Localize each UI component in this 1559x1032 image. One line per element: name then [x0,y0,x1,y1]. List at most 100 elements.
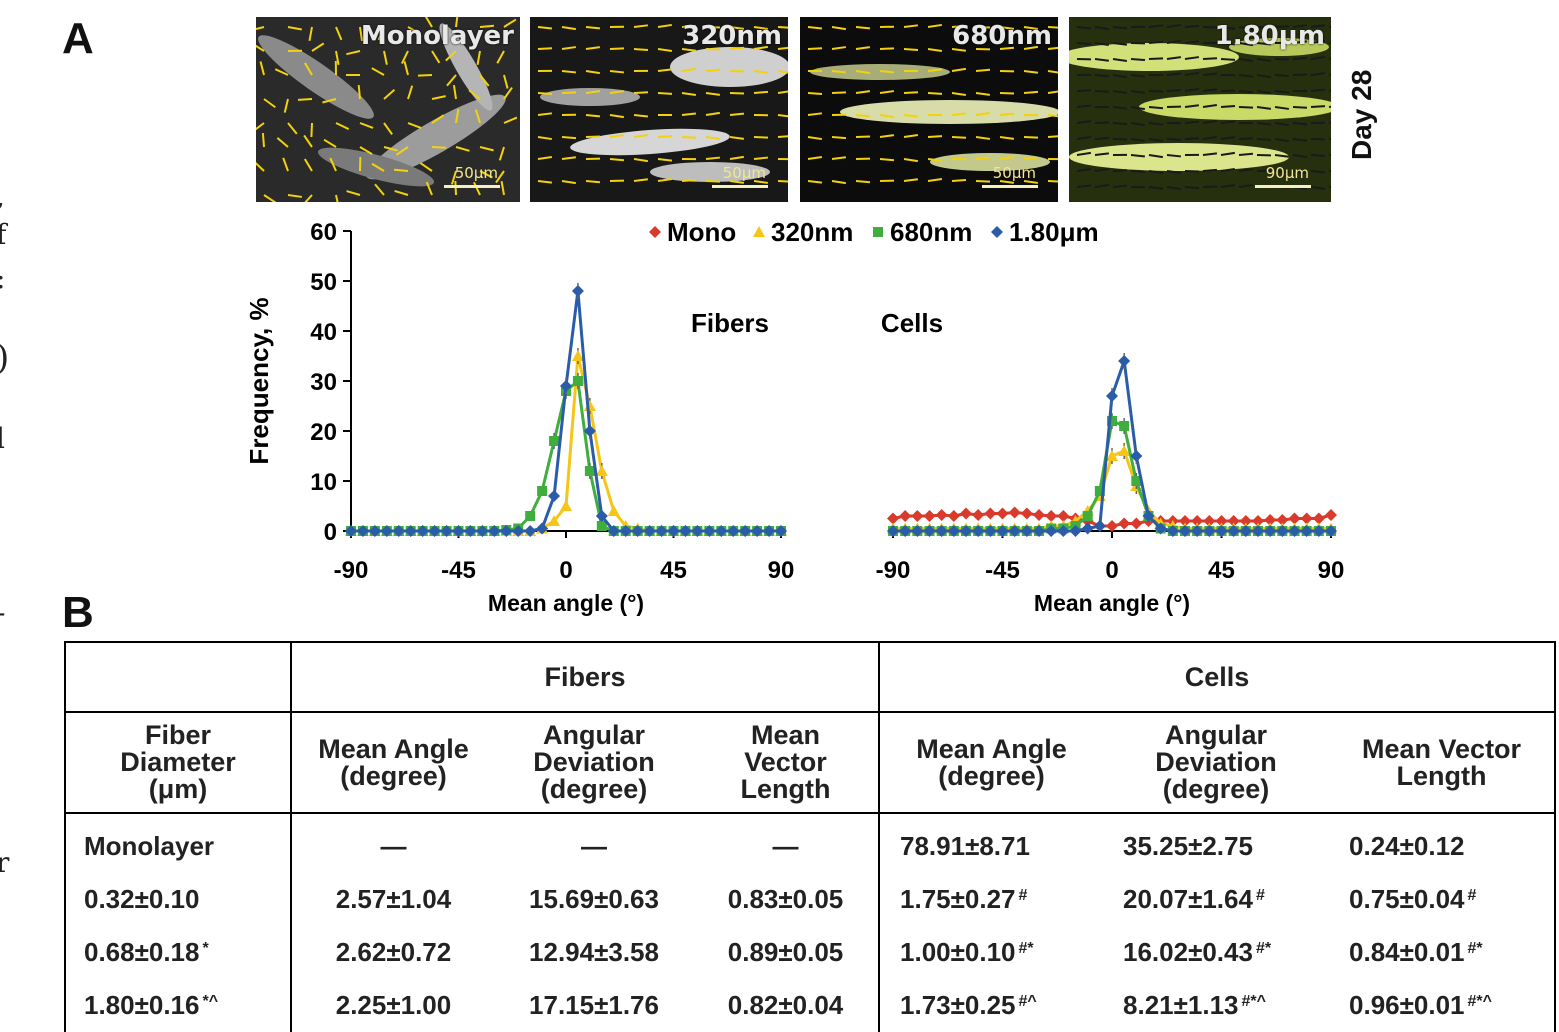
orientation-arrow [1329,26,1331,27]
micrograph-label: 320nm [682,21,782,51]
orientation-arrow [754,158,768,159]
table-cell: 0.84±0.01#* [1329,926,1555,979]
orientation-arrow [586,181,600,182]
orientation-arrow [1113,139,1127,140]
orientation-arrow [952,180,966,181]
y-tick-label: 60 [310,219,337,246]
data-point [960,508,972,520]
header-line: Deviation [1103,749,1329,776]
header-line: Vector [693,749,878,776]
cell-value: 0.68±0.18 [84,937,199,967]
orientation-arrow [952,137,966,138]
orientation-arrow [1024,92,1038,93]
data-point [584,400,596,411]
orientation-arrow [856,136,870,137]
micrograph-680nm: 680nm 50μm [800,17,1058,202]
header-line: Angular [1103,722,1329,749]
scale-bar [1255,185,1311,188]
panel-b-label: B [62,588,94,638]
cell-value: 78.91±8.71 [900,831,1030,861]
data-point [997,508,1009,520]
orientation-arrow [298,99,312,100]
legend-entry: 680nm [890,217,972,247]
y-tick-label: 40 [310,319,337,346]
orientation-arrow [634,92,648,93]
header-line: Mean Angle [880,736,1103,763]
cell-value: 15.69±0.63 [529,884,659,914]
table-cell: 0.96±0.01#*^ [1329,979,1555,1032]
table-cell: 1.75±0.27# [879,873,1103,926]
significance-marker: # [1256,887,1265,904]
micrograph-1-80um: 1.80μm 90μm [1069,17,1331,202]
orientation-arrow [1167,155,1181,156]
x-tick-label: 45 [660,557,687,584]
micrograph-label: 680nm [952,21,1052,51]
group-header-fibers: Fibers [291,642,879,712]
header-line: (degree) [1103,776,1329,803]
orientation-arrow [538,93,552,94]
orientation-arrow [1000,93,1014,94]
orientation-arrow [1113,170,1127,171]
header-line: (degree) [880,763,1103,790]
orientation-arrow [730,93,744,94]
orientation-arrow [1024,158,1038,159]
orientation-arrow [1257,139,1271,140]
data-point [911,510,923,522]
orientation-arrow [1275,59,1289,60]
cell-value: 12.94±3.58 [529,937,659,967]
table-cell: 17.15±1.76 [495,979,693,1032]
orientation-arrow [1185,138,1199,139]
orientation-arrow [538,48,552,49]
edge-text-fragment: r [0,846,9,879]
scale-bar-label: 50μm [993,164,1036,182]
cell-value: 0.84±0.01 [1349,937,1464,967]
table-cell: 1.80±0.16*^ [65,979,291,1032]
orientation-arrow [1149,107,1163,108]
table-cell: 0.83±0.05 [693,873,879,926]
orientation-arrow [1293,123,1307,124]
orientation-arrow [658,136,672,137]
data-point [753,226,765,237]
header-line: (degree) [495,776,693,803]
table-cell: 8.21±1.13#*^ [1103,979,1329,1032]
x-axis-label: Mean angle (°) [1034,590,1190,616]
data-point [972,509,984,521]
orientation-arrow [1293,107,1307,108]
data-point [572,285,584,297]
cell-value: — [381,831,407,861]
x-tick-label: 90 [1318,557,1345,584]
cell-value: — [773,831,799,861]
table-cell: — [693,813,879,873]
x-tick-label: -90 [334,557,369,584]
orientation-arrow [359,85,360,99]
y-tick-label: 0 [324,519,337,546]
data-point [936,509,948,521]
data-point [1009,507,1021,519]
x-tick-label: -45 [441,557,476,584]
significance-marker: #* [1256,940,1271,957]
orientation-arrow [586,115,600,116]
scale-bar-label: 50μm [723,164,766,182]
x-tick-label: 45 [1208,557,1235,584]
data-point [537,486,547,496]
orientation-arrow [1167,139,1181,140]
significance-marker: #* [1019,940,1034,957]
group-header-cells: Cells [879,642,1555,712]
panel-title: Fibers [691,308,769,338]
data-point [573,376,583,386]
table-cell: 16.02±0.43#* [1103,926,1329,979]
significance-marker: # [1468,887,1477,904]
header-line: Length [693,776,878,803]
table-cell: 2.25±1.00 [291,979,495,1032]
y-tick-label: 20 [310,419,337,446]
orientation-arrow [1275,75,1289,76]
significance-marker: *^ [202,993,218,1010]
data-point [596,465,608,476]
scale-bar-label: 50μm [455,164,498,182]
orientation-arrow [311,123,312,137]
cell-value: 16.02±0.43 [1123,937,1253,967]
